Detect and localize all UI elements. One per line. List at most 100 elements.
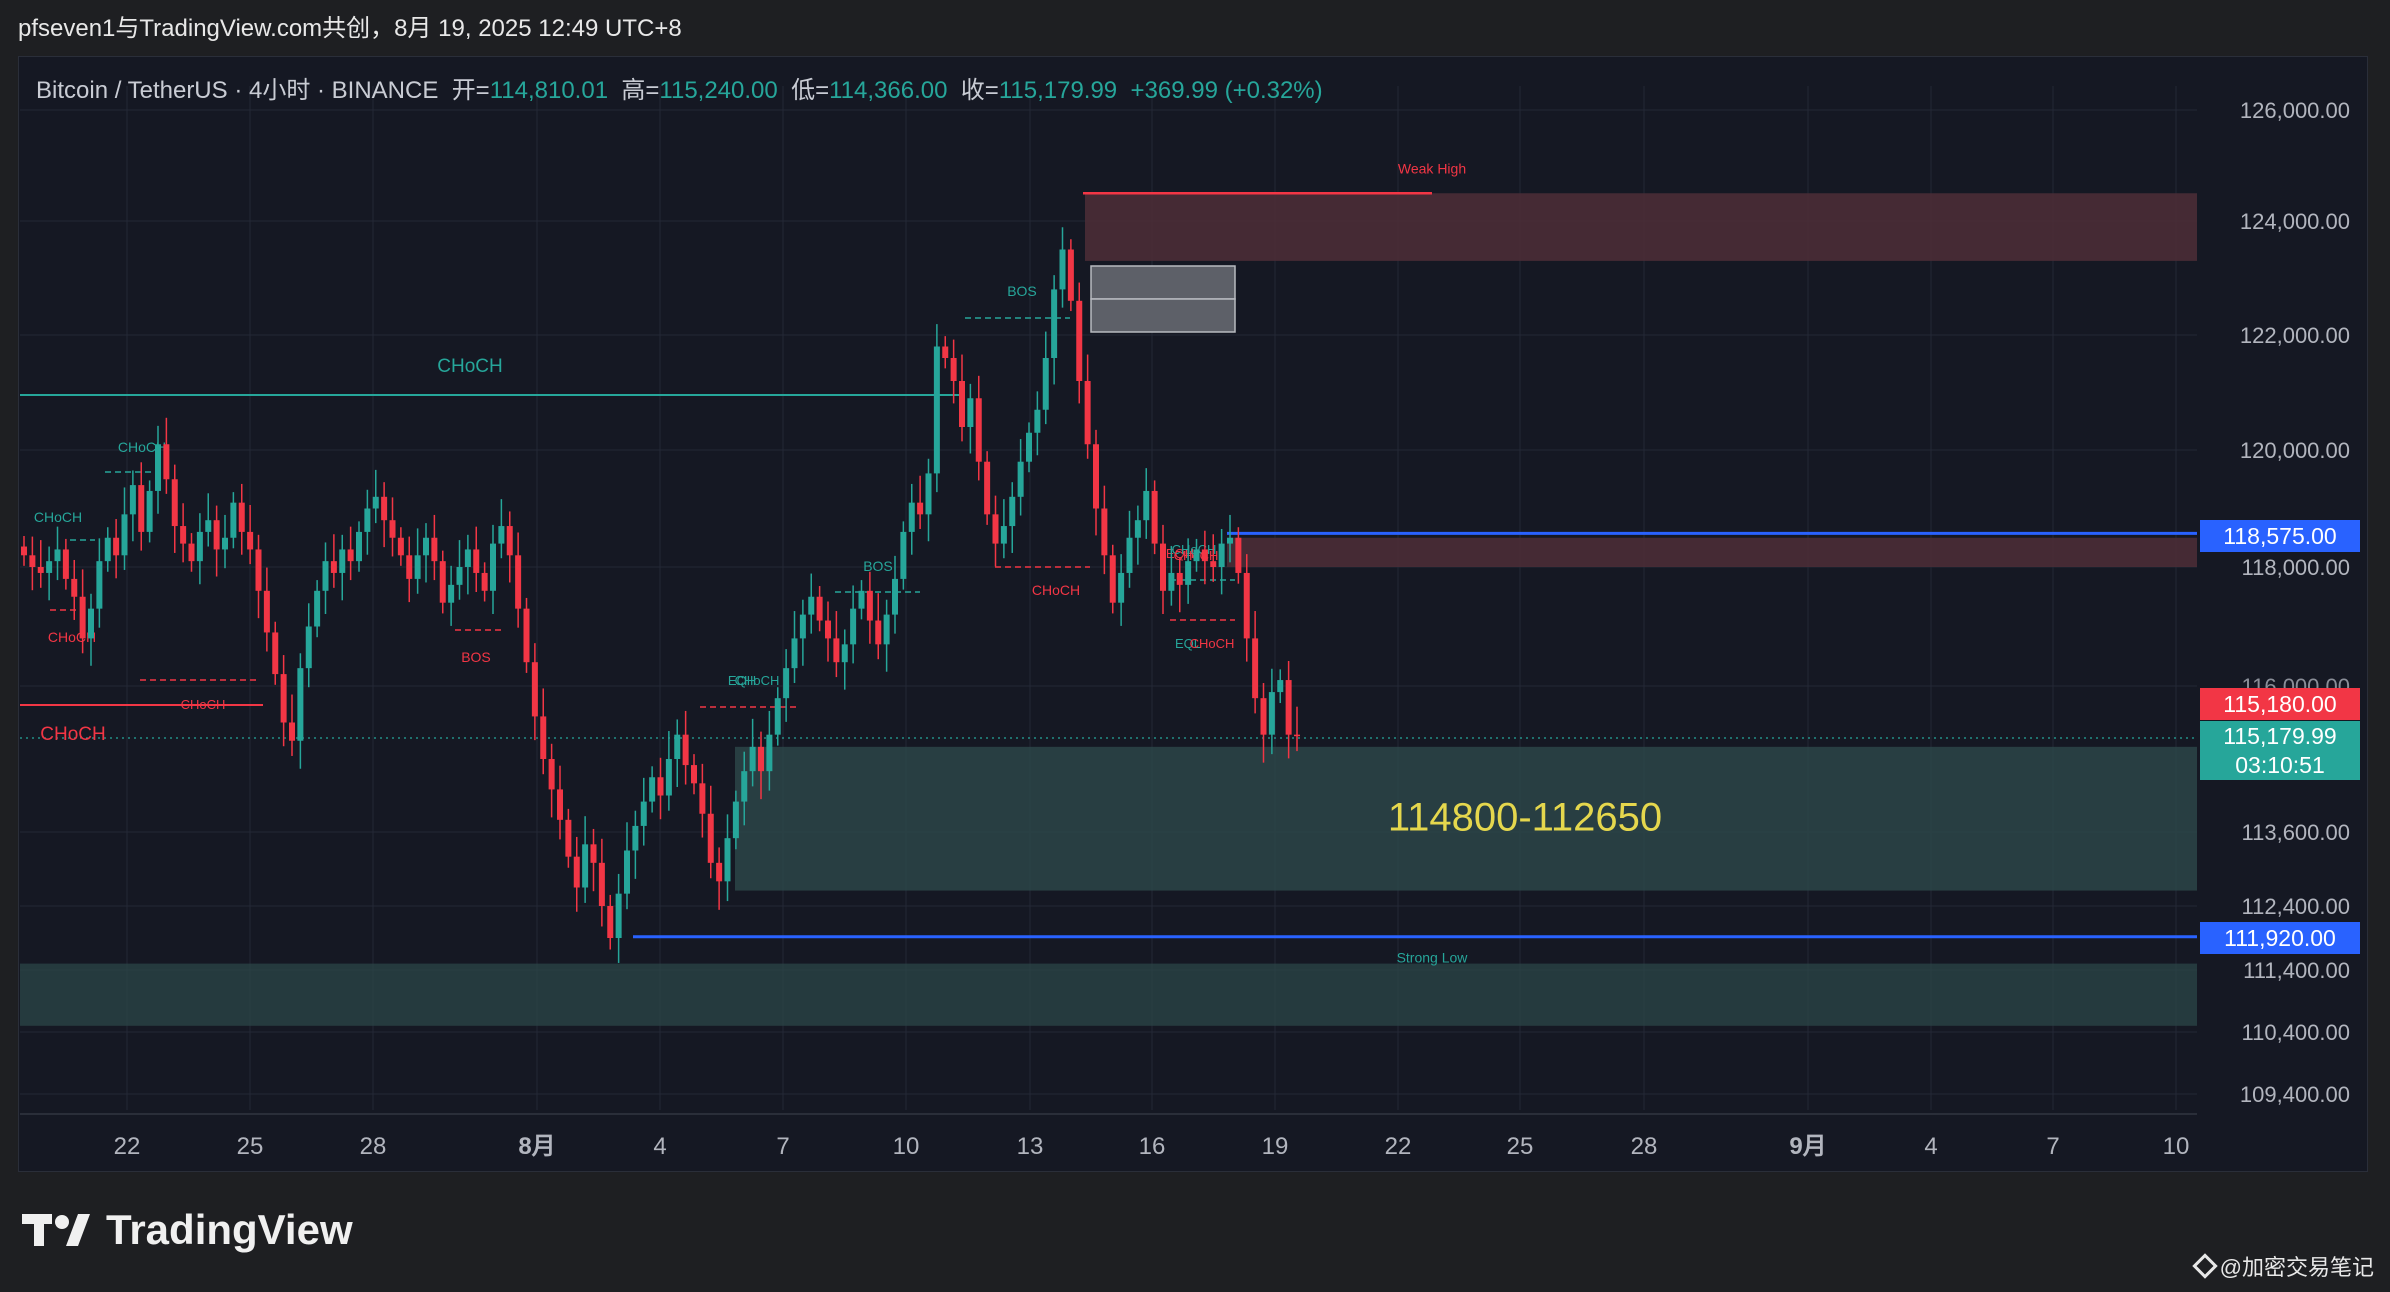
candle-body (104, 537, 111, 562)
y-axis-tick-label: 118,000.00 (2242, 555, 2350, 580)
candle-body (96, 561, 103, 609)
candle-body (582, 844, 589, 888)
y-axis-tick-label: 110,400.00 (2242, 1020, 2350, 1045)
candle-body (163, 444, 170, 480)
candle-body (531, 662, 538, 717)
x-axis-tick-label: 28 (1631, 1133, 1658, 1160)
candle-body (213, 520, 220, 550)
candle-body (54, 549, 61, 562)
candle-body (1134, 520, 1141, 538)
structure-annotation: CHoCH (118, 439, 166, 455)
candle-body (314, 590, 321, 627)
y-axis-tick-label: 124,000.00 (2240, 209, 2350, 234)
candle-body (280, 674, 287, 723)
symbol-label: Bitcoin / TetherUS · 4小时 · BINANCE (36, 77, 439, 104)
candle-body (138, 485, 145, 532)
candle-body (1285, 680, 1292, 735)
candle-body (196, 531, 203, 562)
candle-body (774, 698, 781, 735)
candle-body (129, 485, 136, 515)
price-axis-label: 03:10:51 (2235, 752, 2325, 778)
x-axis-tick-label: 25 (1507, 1133, 1534, 1160)
x-axis-tick-label: 7 (776, 1133, 789, 1160)
x-axis-tick-label: 25 (237, 1133, 264, 1160)
candle-body (624, 850, 630, 894)
candle-body (1218, 543, 1225, 567)
price-axis-label: 118,575.00 (2223, 523, 2336, 549)
candlestick-chart[interactable]: 126,000.00 124,000.00 122,000.00 120,000.00… (0, 0, 2390, 1180)
tradingview-logo[interactable]: TradingView (22, 1206, 353, 1254)
x-axis-tick-label: 22 (114, 1133, 141, 1160)
candle-body (875, 620, 882, 645)
candle-body (565, 819, 572, 857)
high-label: 高= (621, 77, 660, 104)
x-axis-tick-label: 9月 (1789, 1133, 1826, 1160)
candle-body (573, 856, 580, 888)
structure-annotation: CHoCH (40, 724, 105, 745)
candle-body (222, 537, 228, 550)
candle-body (1118, 572, 1125, 603)
gray-box-upper (1090, 265, 1236, 300)
candle-body (1017, 461, 1024, 497)
price-axis-label-bg (2200, 688, 2360, 720)
gray-box-lower (1090, 298, 1236, 333)
candle-body (263, 590, 270, 633)
candle-body (917, 502, 924, 515)
candle-body (707, 813, 714, 863)
open-label: 开= (451, 77, 490, 104)
demand-zone-low (20, 963, 2197, 1026)
structure-annotation: EQH (728, 673, 756, 688)
candle-body (46, 561, 53, 573)
tradingview-brand-text: TradingView (106, 1206, 353, 1253)
candle-body (330, 561, 337, 573)
author-watermark: @加密交易笔记 (2191, 1250, 2374, 1282)
candle-body (598, 862, 605, 906)
candle-body (364, 508, 371, 532)
candle-body (1026, 432, 1032, 462)
candle-body (883, 614, 890, 645)
diamond-icon (2191, 1253, 2218, 1279)
candle-body (1185, 561, 1192, 585)
candle-body (37, 567, 44, 573)
price-axis-label-bg (2200, 520, 2360, 552)
candle-body (1143, 490, 1150, 521)
candle-body (339, 549, 346, 573)
candle-body (431, 537, 438, 562)
candle-body (649, 777, 656, 802)
candle-body (423, 537, 429, 556)
candle-body (498, 526, 505, 544)
structure-annotation: CHoCH (735, 673, 780, 688)
candle-body (515, 555, 522, 609)
structure-annotation: BOS (863, 558, 893, 574)
candle-body (791, 638, 798, 669)
candle-body (984, 461, 991, 515)
structure-annotation: EQL (1175, 636, 1201, 651)
candle-body (900, 531, 907, 579)
candle-body (397, 537, 404, 556)
x-axis-tick-label: 28 (360, 1133, 387, 1160)
candle-body (21, 546, 27, 556)
candle-body (691, 765, 697, 784)
x-axis-tick-label: 19 (1262, 1133, 1289, 1160)
candle-body (799, 614, 806, 639)
candle-body (1227, 537, 1233, 544)
x-axis-tick-label: 8月 (518, 1133, 555, 1160)
price-axis-label: 115,179.99 (2223, 723, 2336, 749)
candle-body (29, 555, 36, 567)
weak-high-label: Weak High (1398, 160, 1466, 176)
strong-low-label: Strong Low (1397, 950, 1469, 966)
candle-body (439, 561, 446, 603)
y-axis-tick-label: 122,000.00 (2240, 323, 2350, 348)
x-axis-tick-label: 7 (2046, 1133, 2059, 1160)
x-axis-tick-label: 16 (1139, 1133, 1166, 1160)
candle-body (892, 578, 898, 615)
candle-body (490, 543, 496, 591)
open-value: 114,810.01 (489, 77, 609, 104)
candle-body (674, 734, 681, 759)
candle-body (699, 783, 706, 814)
candle-body (347, 549, 354, 562)
structure-annotation: BOS (461, 649, 491, 665)
candle-body (590, 844, 597, 863)
candle-body (841, 644, 848, 663)
price-axis-label: 111,920.00 (2224, 925, 2336, 951)
